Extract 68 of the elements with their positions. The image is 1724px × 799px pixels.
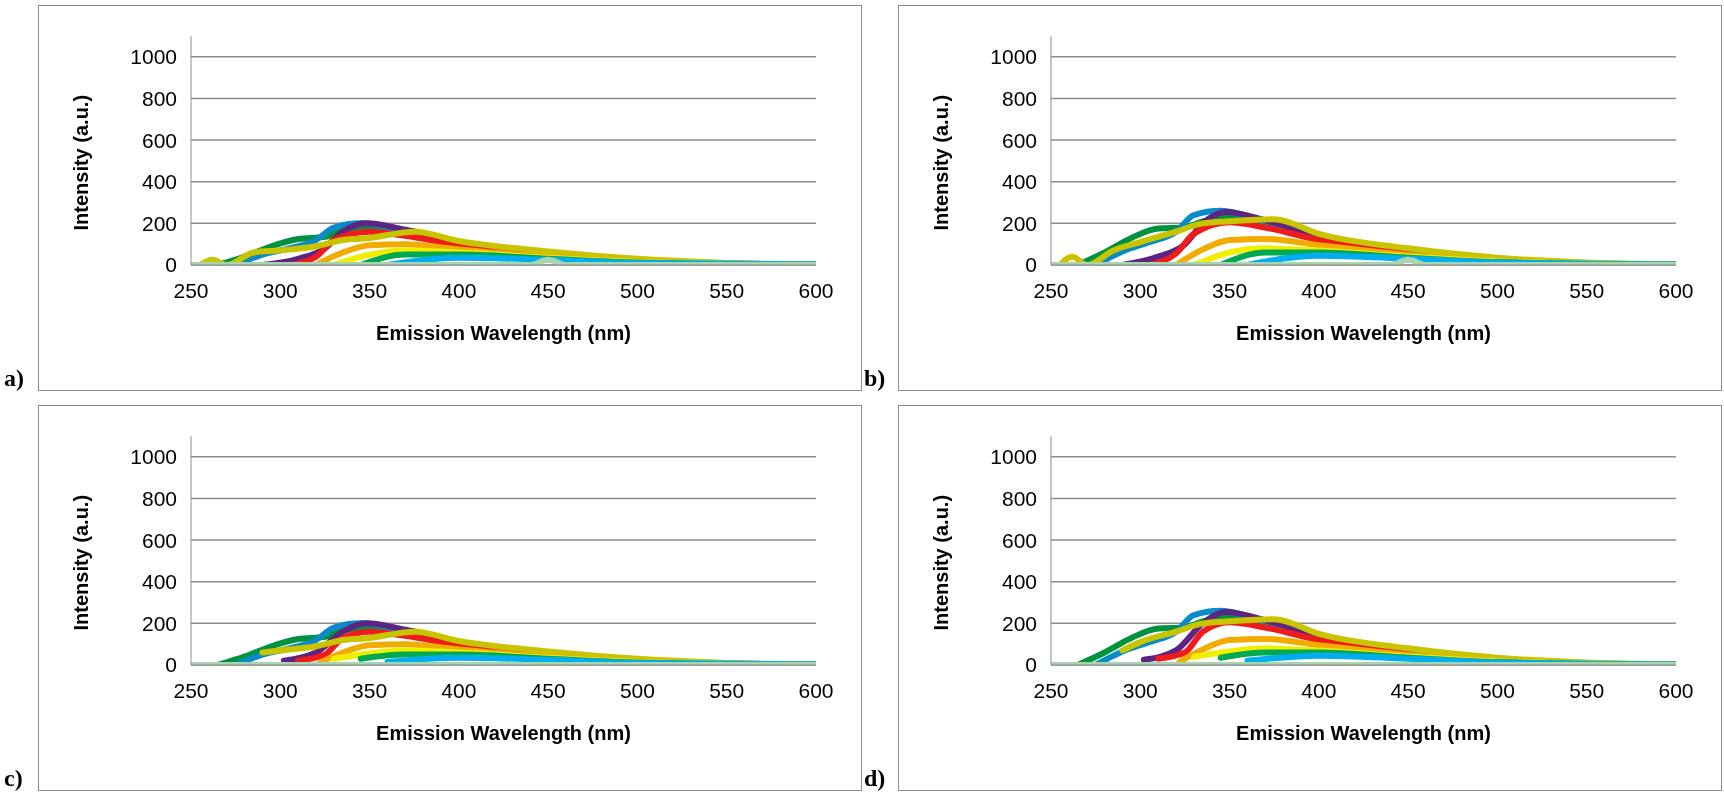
x-tick-label: 550 [1569,678,1605,702]
x-tick-label: 300 [262,678,298,702]
x-tick-label: 350 [352,278,388,302]
y-tick-label: 200 [1001,211,1037,235]
y-tick-label: 0 [1025,253,1037,277]
y-tick-label: 200 [141,611,177,635]
x-tick-label: 550 [709,678,745,702]
x-tick-label: 500 [1479,678,1515,702]
x-axis-title: Emission Wavelength (nm) [1236,722,1491,744]
x-tick-label: 600 [1658,678,1694,702]
text: d) [864,765,886,792]
text: b) [864,365,886,392]
x-tick-label: 350 [352,678,388,702]
y-tick-label: 200 [1001,611,1037,635]
x-tick-label: 550 [1569,278,1605,302]
x-tick-label: 600 [1658,278,1694,302]
x-tick-label: 450 [530,278,566,302]
x-tick-label: 250 [173,678,209,702]
x-axis-title: Emission Wavelength (nm) [1236,322,1491,344]
x-tick-label: 550 [709,278,745,302]
y-tick-label: 800 [141,86,177,110]
x-tick-label: 400 [1301,678,1337,702]
x-tick-label: 250 [1033,678,1069,702]
y-tick-label: 600 [1001,528,1037,552]
x-tick-label: 400 [441,678,477,702]
x-tick-label: 250 [1033,278,1069,302]
y-axis-title: Intensity (a.u.) [70,494,93,631]
y-tick-label: 1000 [990,445,1037,469]
y-tick-label: 1000 [990,45,1037,69]
x-tick-label: 300 [1122,678,1158,702]
y-tick-label: 0 [1025,653,1037,677]
y-tick-label: 0 [165,653,177,677]
y-tick-label: 400 [1001,570,1037,594]
x-tick-label: 450 [1390,278,1426,302]
x-tick-label: 450 [530,678,566,702]
x-tick-label: 400 [1301,278,1337,302]
x-tick-label: 300 [262,278,298,302]
y-axis-title: Intensity (a.u.) [930,494,953,631]
x-tick-label: 350 [1212,678,1248,702]
x-tick-label: 600 [798,678,834,702]
y-tick-label: 600 [1001,128,1037,152]
y-tick-label: 200 [141,211,177,235]
y-tick-label: 800 [1001,486,1037,510]
y-tick-label: 600 [141,528,177,552]
x-tick-label: 250 [173,278,209,302]
x-tick-label: 450 [1390,678,1426,702]
y-tick-label: 400 [141,570,177,594]
y-tick-label: 0 [165,253,177,277]
y-tick-label: 800 [141,486,177,510]
y-tick-label: 1000 [130,445,177,469]
y-tick-label: 1000 [130,45,177,69]
y-tick-label: 600 [141,128,177,152]
x-tick-label: 350 [1212,278,1248,302]
y-axis-title: Intensity (a.u.) [70,94,93,231]
x-tick-label: 500 [619,278,655,302]
x-tick-label: 500 [619,678,655,702]
x-tick-label: 600 [798,278,834,302]
text: c) [4,765,23,792]
y-axis-title: Intensity (a.u.) [930,94,953,231]
y-tick-label: 800 [1001,86,1037,110]
text: a) [4,365,24,392]
x-tick-label: 400 [441,278,477,302]
x-axis-title: Emission Wavelength (nm) [376,722,631,744]
x-tick-label: 500 [1479,278,1515,302]
y-tick-label: 400 [141,170,177,194]
x-tick-label: 300 [1122,278,1158,302]
x-axis-title: Emission Wavelength (nm) [376,322,631,344]
y-tick-label: 400 [1001,170,1037,194]
